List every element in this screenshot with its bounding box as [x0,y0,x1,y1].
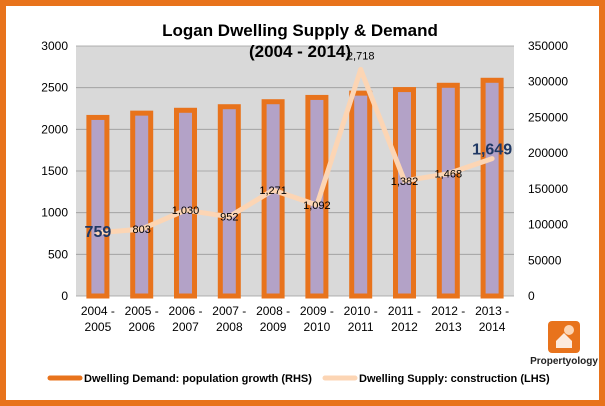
right-tick-label: 200000 [528,146,568,160]
x-tick-label: 2009 [260,320,287,334]
supply-point [314,202,320,208]
demand-bar [174,107,197,299]
legend-label-demand: Dwelling Demand: population growth (RHS) [84,373,312,385]
demand-bar [217,104,241,299]
supply-point [183,207,188,213]
demand-bars [86,77,504,299]
left-tick-label: 1500 [41,164,68,178]
x-tick-label: 2009 - [300,304,334,318]
x-tick-label: 2006 - [168,304,202,318]
supply-data-label: 803 [133,224,151,236]
logo-label: Propertyology [530,356,598,367]
right-axis-ticks: 0 50000 100000 150000 200000 250000 300000 3500… [528,39,568,303]
x-tick-label: 2010 - [344,304,378,318]
supply-point [489,156,495,162]
right-tick-label: 50000 [528,253,562,267]
x-tick-label: 2007 - [212,304,246,318]
right-tick-label: 150000 [528,182,568,196]
x-tick-label: 2010 [304,320,331,334]
supply-data-label: 1,382 [391,176,419,188]
x-tick-label: 2012 [391,320,418,334]
supply-point [445,171,451,177]
demand-bar [480,77,504,299]
x-tick-label: 2005 - [125,304,159,318]
left-tick-label: 500 [48,247,68,261]
supply-data-label: 1,468 [435,169,463,181]
supply-data-label: 1,271 [259,185,287,197]
right-tick-label: 350000 [528,39,568,53]
demand-bar [349,90,373,299]
right-tick-label: 100000 [528,218,568,232]
x-tick-label: 2005 [85,320,112,334]
x-tick-label: 2007 [172,320,199,334]
right-tick-label: 250000 [528,110,568,124]
chart-title: Logan Dwelling Supply & Demand [162,21,438,40]
legend-label-supply: Dwelling Supply: construction (LHS) [359,373,550,385]
left-tick-label: 2500 [41,81,68,95]
left-axis-ticks: 0 500 1000 1500 2000 2500 3000 [41,39,68,303]
demand-bar [86,114,110,299]
demand-bar [261,99,285,299]
right-tick-label: 300000 [528,75,568,89]
chart-subtitle: (2004 - 2014) [249,42,351,61]
demand-bar [305,94,329,299]
x-tick-label: 2006 [128,320,155,334]
legend: Dwelling Demand: population growth (RHS)… [47,373,550,385]
supply-point [139,226,145,232]
x-tick-label: 2008 [216,320,243,334]
left-tick-label: 0 [61,289,68,303]
left-tick-label: 1000 [41,206,68,220]
demand-bar [130,110,154,299]
supply-point [402,178,407,184]
demand-bar [436,82,460,299]
supply-data-label: 1,092 [303,200,331,212]
supply-data-label: 952 [220,212,238,224]
right-tick-label: 0 [528,289,535,303]
left-tick-label: 2000 [41,122,68,136]
x-tick-label: 2011 - [388,304,421,318]
supply-data-label: 1,030 [172,205,200,217]
demand-bar [393,87,416,299]
supply-series-line [97,67,493,236]
x-tick-label: 2013 [435,320,462,334]
supply-data-label: 1,649 [472,142,512,159]
left-tick-label: 3000 [41,39,68,53]
supply-point [270,187,276,193]
propertyology-logo: Propertyology [530,321,598,367]
supply-data-label: 2,718 [347,51,375,63]
x-axis-ticks: 2004 - 2005 2005 - 2006 2006 - 2007 2007 - 2008… [81,304,509,334]
x-tick-label: 2004 - [81,304,115,318]
supply-point [358,67,364,72]
x-tick-label: 2011 [348,320,374,334]
supply-point [226,214,232,220]
x-tick-label: 2008 - [256,304,290,318]
x-tick-label: 2012 - [431,304,465,318]
supply-data-label: 759 [85,224,112,241]
supply-line [95,67,495,236]
supply-data-labels: 759 803 1,030 952 1,271 1,092 2,718 1,382 1,468 1… [85,51,513,241]
x-tick-label: 2014 [479,320,506,334]
supply-point [95,230,101,236]
x-tick-label: 2013 - [475,304,509,318]
